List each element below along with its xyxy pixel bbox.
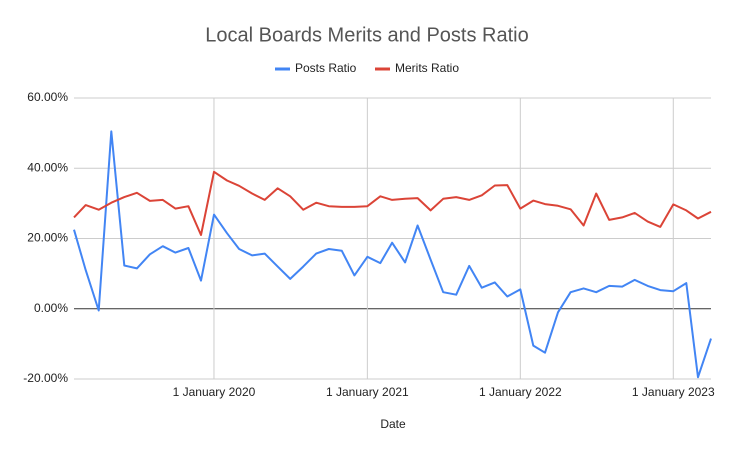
- y-tick-label: -20.00%: [23, 371, 68, 385]
- x-tick-label: 1 January 2022: [479, 385, 562, 399]
- x-tick-label: 1 January 2021: [326, 385, 409, 399]
- line-series: [73, 170, 712, 236]
- chart-title: Local Boards Merits and Posts Ratio: [205, 24, 529, 46]
- line-series: [73, 130, 712, 379]
- y-tick-label: 40.00%: [27, 160, 68, 174]
- legend-label: Posts Ratio: [295, 61, 357, 75]
- x-axis-label: Date: [380, 417, 406, 431]
- legend-label: Merits Ratio: [395, 61, 459, 75]
- y-tick-label: 60.00%: [27, 90, 68, 104]
- y-tick-label: 20.00%: [27, 231, 68, 245]
- x-tick-label: 1 January 2023: [632, 385, 715, 399]
- x-tick-label: 1 January 2020: [173, 385, 256, 399]
- y-tick-label: 0.00%: [34, 301, 68, 315]
